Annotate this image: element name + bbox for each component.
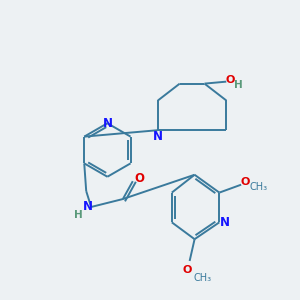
Text: N: N [153, 130, 163, 142]
Text: O: O [240, 177, 250, 187]
Text: O: O [183, 265, 192, 275]
Text: N: N [102, 117, 112, 130]
Text: H: H [74, 210, 83, 220]
Text: N: N [83, 200, 93, 214]
Text: O: O [226, 75, 235, 85]
Text: N: N [220, 216, 230, 229]
Text: CH₃: CH₃ [250, 182, 268, 192]
Text: CH₃: CH₃ [194, 273, 211, 283]
Text: H: H [234, 80, 243, 90]
Text: O: O [135, 172, 145, 185]
